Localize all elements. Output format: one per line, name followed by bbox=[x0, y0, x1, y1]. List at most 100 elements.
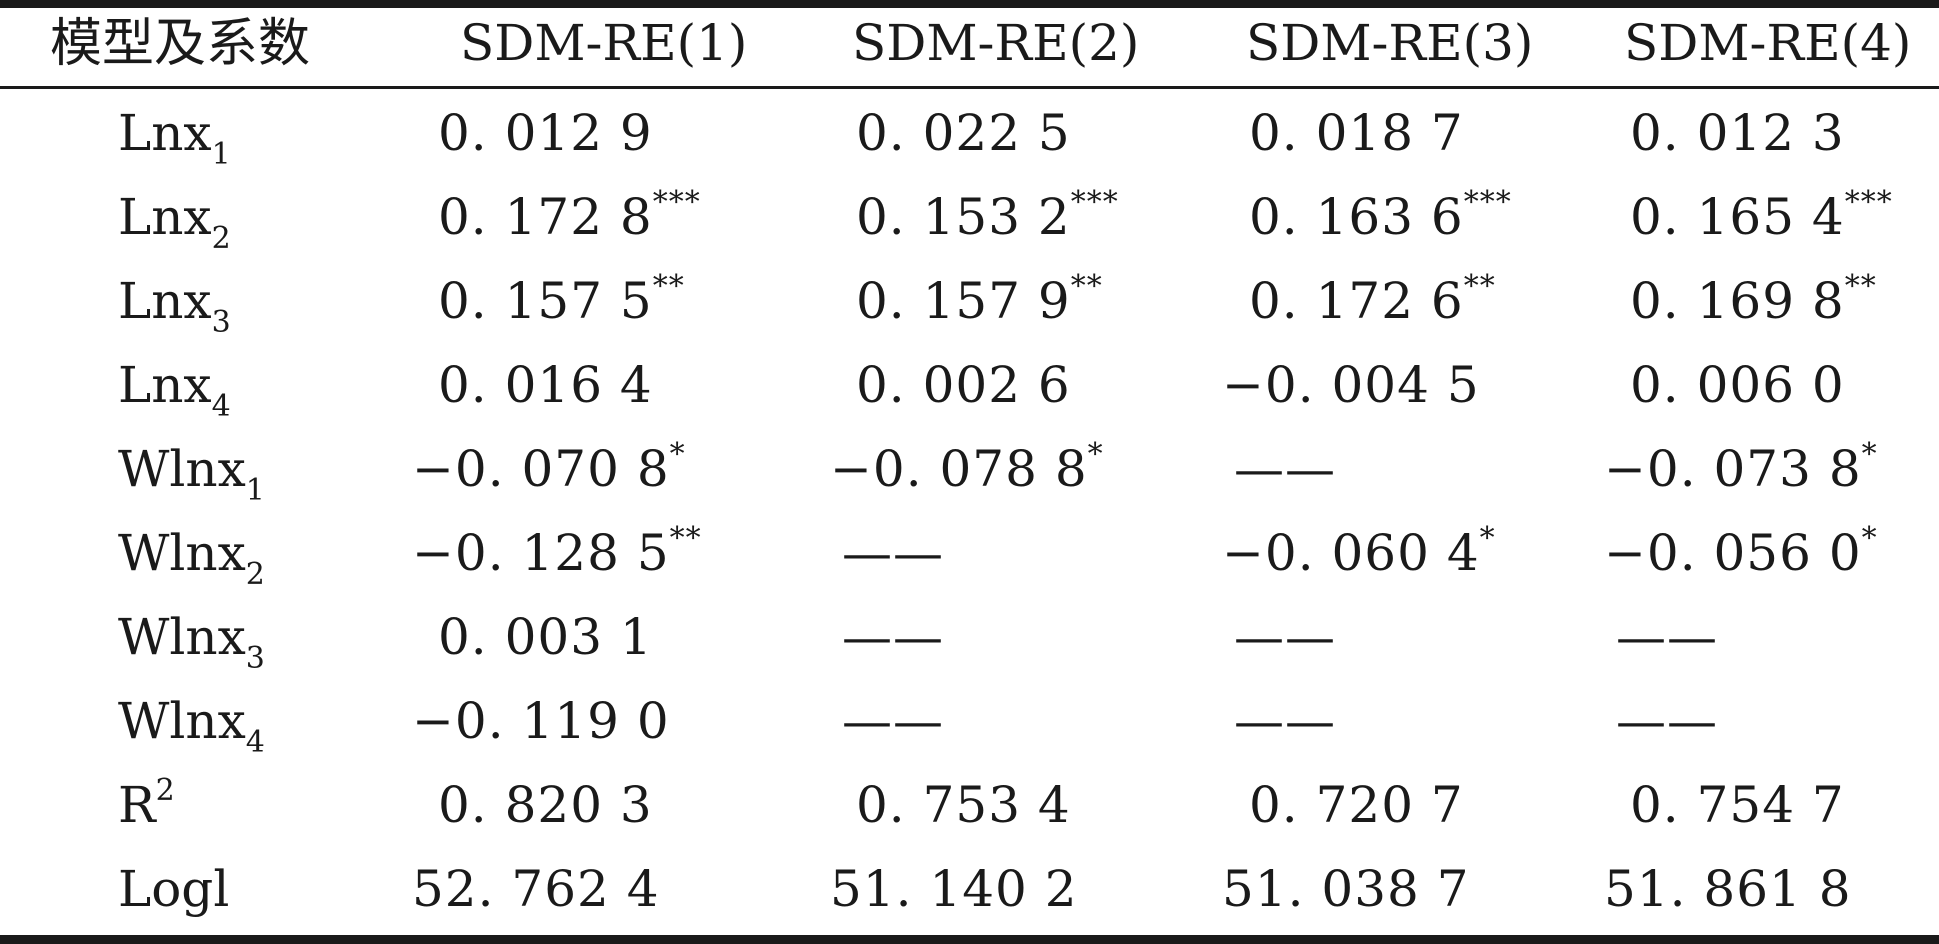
significance-stars: * bbox=[1087, 437, 1104, 472]
table-cell: —— bbox=[842, 528, 944, 578]
cell-value: 0. 754 7 bbox=[1630, 776, 1845, 834]
row-subscript: 2 bbox=[211, 221, 231, 256]
cell-value: −0. 060 4 bbox=[1222, 524, 1480, 582]
cell-value: −0. 128 5 bbox=[412, 524, 670, 582]
table-cell: 0. 172 6** bbox=[1249, 272, 1496, 327]
cell-value: 0. 016 4 bbox=[438, 356, 653, 414]
table-cell: 0. 720 7 bbox=[1249, 780, 1464, 830]
table-header-rule bbox=[0, 86, 1939, 89]
row-variable: Lnx bbox=[118, 356, 212, 414]
row-variable: Wlnx bbox=[118, 692, 246, 750]
cell-value: −0. 119 0 bbox=[412, 692, 670, 750]
cell-value: 0. 820 3 bbox=[438, 776, 653, 834]
table-cell: −0. 004 5 bbox=[1222, 360, 1480, 410]
table-cell: 0. 003 1 bbox=[438, 612, 653, 662]
significance-stars: ** bbox=[652, 269, 685, 304]
cell-value: 0. 753 4 bbox=[856, 776, 1071, 834]
row-label: Wlnx3 bbox=[118, 612, 265, 674]
cell-value: 51. 861 8 bbox=[1604, 860, 1852, 918]
row-subscript: 3 bbox=[211, 305, 231, 340]
significance-stars: ** bbox=[1070, 269, 1103, 304]
significance-stars: *** bbox=[1844, 185, 1893, 220]
table-cell: 0. 016 4 bbox=[438, 360, 653, 410]
empty-dash: —— bbox=[1234, 608, 1336, 666]
empty-dash: —— bbox=[1234, 440, 1336, 498]
row-label: Wlnx2 bbox=[118, 528, 265, 590]
cell-value: 0. 163 6 bbox=[1249, 188, 1464, 246]
row-variable: Wlnx bbox=[118, 608, 246, 666]
row-label: Logl bbox=[118, 864, 229, 914]
header-model-1: SDM-RE(1) bbox=[460, 14, 748, 72]
table-cell: 52. 762 4 bbox=[412, 864, 660, 914]
cell-value: 51. 140 2 bbox=[830, 860, 1078, 918]
table-cell: 0. 153 2*** bbox=[856, 188, 1119, 243]
row-subscript: 1 bbox=[211, 137, 231, 172]
table-cell: −0. 070 8* bbox=[412, 440, 686, 495]
row-variable: Wlnx bbox=[118, 440, 246, 498]
cell-value: −0. 070 8 bbox=[412, 440, 670, 498]
table-cell: —— bbox=[842, 612, 944, 662]
row-subscript: 2 bbox=[245, 557, 265, 592]
cell-value: 0. 022 5 bbox=[856, 104, 1071, 162]
cell-value: 0. 165 4 bbox=[1630, 188, 1845, 246]
cell-value: 0. 153 2 bbox=[856, 188, 1071, 246]
table-cell: —— bbox=[1234, 696, 1336, 746]
table-bottom-rule bbox=[0, 935, 1939, 944]
table-cell: −0. 060 4* bbox=[1222, 524, 1496, 579]
empty-dash: —— bbox=[842, 524, 944, 582]
table-cell: −0. 073 8* bbox=[1604, 440, 1878, 495]
row-label: Wlnx1 bbox=[118, 444, 265, 506]
row-variable: Logl bbox=[118, 860, 230, 918]
cell-value: 0. 172 6 bbox=[1249, 272, 1464, 330]
header-model-3: SDM-RE(3) bbox=[1246, 14, 1534, 72]
empty-dash: —— bbox=[1616, 608, 1718, 666]
table-cell: —— bbox=[842, 696, 944, 746]
significance-stars: *** bbox=[1070, 185, 1119, 220]
cell-value: 52. 762 4 bbox=[412, 860, 660, 918]
significance-stars: *** bbox=[652, 185, 701, 220]
header-model-4: SDM-RE(4) bbox=[1624, 14, 1912, 72]
cell-value: −0. 078 8 bbox=[830, 440, 1088, 498]
cell-value: 0. 006 0 bbox=[1630, 356, 1845, 414]
cell-value: 0. 002 6 bbox=[856, 356, 1071, 414]
cell-value: −0. 056 0 bbox=[1604, 524, 1862, 582]
table-cell: 0. 012 3 bbox=[1630, 108, 1845, 158]
table-cell: 0. 753 4 bbox=[856, 780, 1071, 830]
cell-value: −0. 004 5 bbox=[1222, 356, 1480, 414]
cell-value: 51. 038 7 bbox=[1222, 860, 1470, 918]
table-cell: 0. 157 9** bbox=[856, 272, 1103, 327]
cell-value: 0. 157 9 bbox=[856, 272, 1071, 330]
table-cell: 51. 140 2 bbox=[830, 864, 1078, 914]
cell-value: 0. 172 8 bbox=[438, 188, 653, 246]
table-cell: 0. 157 5** bbox=[438, 272, 685, 327]
table-cell: −0. 128 5** bbox=[412, 524, 702, 579]
table-cell: −0. 056 0* bbox=[1604, 524, 1878, 579]
significance-stars: * bbox=[1861, 437, 1878, 472]
row-variable: R bbox=[118, 776, 156, 834]
row-label: Wlnx4 bbox=[118, 696, 265, 758]
cell-value: 0. 169 8 bbox=[1630, 272, 1845, 330]
row-label: Lnx3 bbox=[118, 276, 231, 338]
significance-stars: * bbox=[1861, 521, 1878, 556]
significance-stars: ** bbox=[1463, 269, 1496, 304]
table-cell: 0. 172 8*** bbox=[438, 188, 701, 243]
row-label: R2 bbox=[118, 776, 175, 831]
table-cell: 0. 163 6*** bbox=[1249, 188, 1512, 243]
header-model-2: SDM-RE(2) bbox=[852, 14, 1140, 72]
table-cell: 0. 022 5 bbox=[856, 108, 1071, 158]
table-cell: 51. 038 7 bbox=[1222, 864, 1470, 914]
cell-value: 0. 012 3 bbox=[1630, 104, 1845, 162]
row-subscript: 4 bbox=[245, 725, 265, 760]
significance-stars: ** bbox=[669, 521, 702, 556]
row-variable: Lnx bbox=[118, 188, 212, 246]
row-variable: Wlnx bbox=[118, 524, 246, 582]
cell-value: 0. 018 7 bbox=[1249, 104, 1464, 162]
table-cell: 0. 018 7 bbox=[1249, 108, 1464, 158]
header-label: 模型及系数 bbox=[50, 14, 311, 74]
row-variable: Lnx bbox=[118, 272, 212, 330]
row-subscript: 3 bbox=[245, 641, 265, 676]
cell-value: 0. 012 9 bbox=[438, 104, 653, 162]
row-variable: Lnx bbox=[118, 104, 212, 162]
table-cell: 0. 169 8** bbox=[1630, 272, 1877, 327]
table-cell: 0. 820 3 bbox=[438, 780, 653, 830]
